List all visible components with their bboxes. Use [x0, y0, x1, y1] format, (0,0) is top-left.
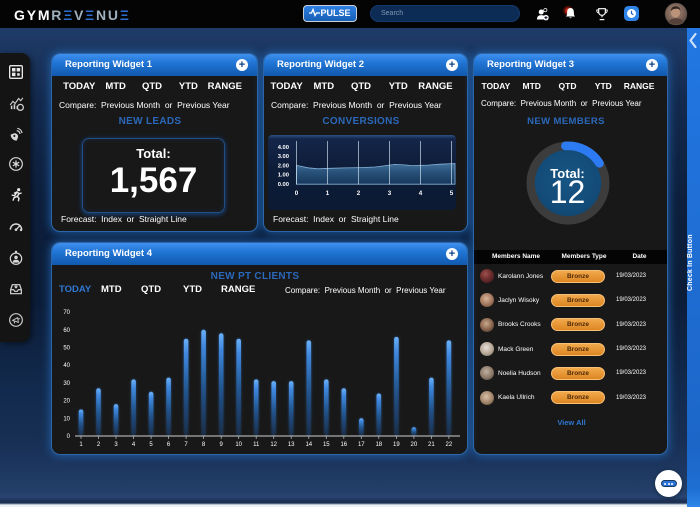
svg-text:4: 4 [132, 442, 136, 448]
svg-text:18: 18 [375, 442, 382, 448]
svg-text:22: 22 [446, 442, 453, 448]
svg-text:13: 13 [288, 442, 295, 448]
svg-text:4: 4 [419, 190, 423, 197]
svg-text:17: 17 [358, 442, 365, 448]
svg-text:20: 20 [411, 442, 418, 448]
svg-text:30: 30 [63, 381, 70, 387]
svg-text:16: 16 [340, 442, 347, 448]
svg-text:12: 12 [270, 442, 277, 448]
svg-text:3: 3 [114, 442, 118, 448]
svg-text:5: 5 [149, 442, 153, 448]
svg-text:21: 21 [428, 442, 435, 448]
svg-text:5: 5 [450, 190, 454, 197]
svg-text:0: 0 [295, 190, 299, 197]
svg-text:7: 7 [184, 442, 188, 448]
svg-text:9: 9 [220, 442, 224, 448]
svg-text:50: 50 [63, 346, 70, 352]
svg-text:8: 8 [202, 442, 206, 448]
svg-text:4.00: 4.00 [278, 145, 289, 151]
svg-text:2: 2 [97, 442, 101, 448]
svg-text:3: 3 [388, 190, 392, 197]
svg-text:0: 0 [67, 434, 71, 440]
svg-text:19: 19 [393, 442, 400, 448]
svg-text:40: 40 [63, 363, 70, 369]
svg-text:1: 1 [326, 190, 330, 197]
svg-text:10: 10 [235, 442, 242, 448]
svg-text:6: 6 [167, 442, 171, 448]
svg-text:1.00: 1.00 [278, 173, 289, 179]
svg-text:3.00: 3.00 [278, 154, 289, 160]
svg-text:14: 14 [305, 442, 312, 448]
svg-text:2.00: 2.00 [278, 163, 289, 169]
svg-text:10: 10 [63, 416, 70, 422]
svg-text:60: 60 [63, 328, 70, 334]
svg-text:15: 15 [323, 442, 330, 448]
svg-text:0.00: 0.00 [278, 182, 289, 188]
svg-text:11: 11 [253, 442, 260, 448]
svg-text:2: 2 [357, 190, 361, 197]
svg-text:1: 1 [79, 442, 83, 448]
svg-text:70: 70 [63, 310, 70, 316]
svg-text:20: 20 [63, 399, 70, 405]
